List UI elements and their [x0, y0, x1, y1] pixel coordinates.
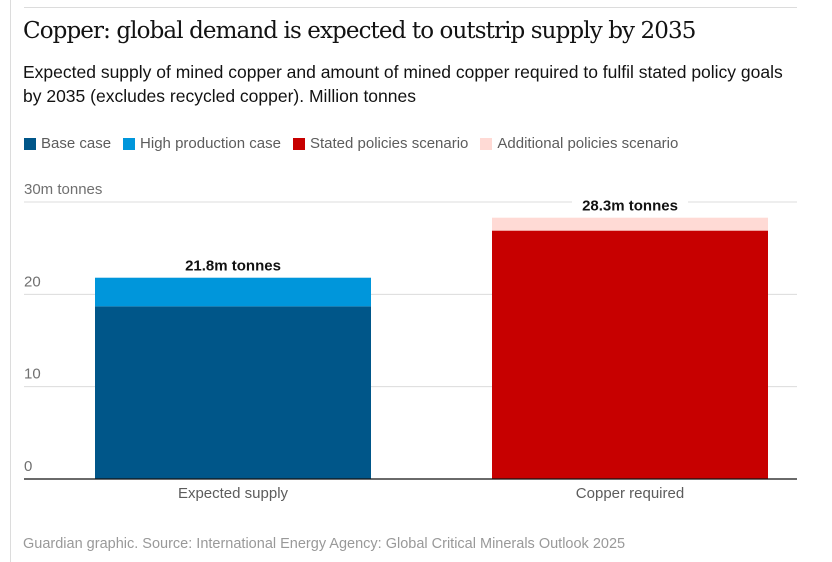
x-category-label: Copper required	[576, 485, 684, 502]
source-note: Guardian graphic. Source: International …	[23, 536, 626, 552]
legend-item-stated-policies: Stated policies scenario	[292, 135, 469, 152]
total-label: 28.3m tonnes	[582, 198, 678, 215]
total-label: 21.8m tonnes	[185, 258, 281, 275]
y-tick-label: 20	[24, 273, 41, 290]
legend-swatch	[292, 137, 305, 150]
top-rule	[24, 7, 797, 8]
legend-swatch	[123, 137, 136, 150]
legend: Base case High production case Stated po…	[24, 135, 678, 152]
y-tick-label: 30m tonnes	[24, 181, 102, 198]
chart-title: Copper: global demand is expected to out…	[23, 18, 696, 44]
legend-item-base-case: Base case	[24, 135, 111, 152]
total-label-bg	[572, 195, 688, 216]
legend-item-high-production: High production case	[123, 135, 281, 152]
x-category-label: Expected supply	[178, 485, 289, 502]
legend-swatch	[24, 137, 36, 150]
bar-segment	[492, 217, 768, 231]
legend-label: Base case	[41, 135, 112, 152]
bar-segment	[95, 306, 371, 479]
y-tick-label: 0	[24, 458, 32, 475]
chart-subtitle: Expected supply of mined copper and amou…	[23, 62, 783, 106]
legend-swatch	[480, 137, 493, 150]
legend-label: Stated policies scenario	[309, 135, 469, 152]
bar-segment	[492, 230, 768, 479]
legend-label: High production case	[140, 135, 281, 152]
bar-segment	[95, 277, 371, 307]
left-rule	[10, 0, 11, 562]
legend-label: Additional policies scenario	[497, 135, 679, 152]
legend-item-additional-policies: Additional policies scenario	[480, 135, 678, 152]
y-tick-label: 10	[24, 366, 41, 383]
